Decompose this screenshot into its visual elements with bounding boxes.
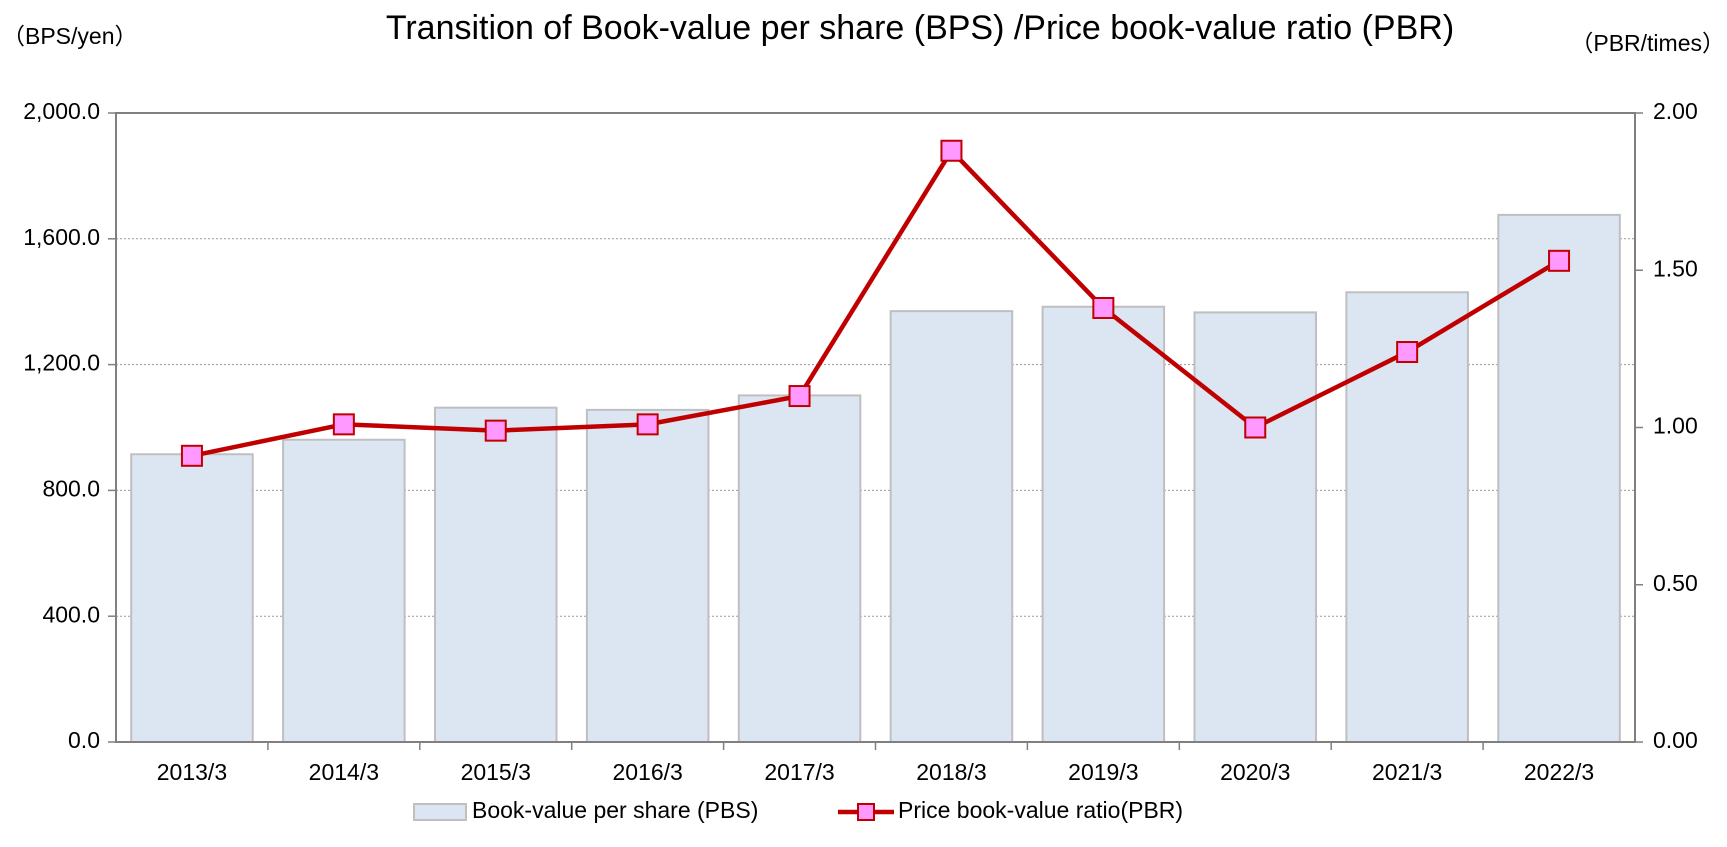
bar [1041,305,1166,743]
bar [433,406,558,743]
line-marker [1396,341,1419,364]
y2-tick-label: 2.00 [1653,98,1698,124]
legend-swatch [857,803,875,821]
y-tick-label: 400.0 [42,601,100,627]
y-tick-label: 2,000.0 [23,98,100,124]
y2-axis-label: （PBR/times） [1570,30,1725,56]
bar [1497,213,1621,743]
line-marker [484,419,507,442]
line-marker [180,444,203,467]
bar [282,438,406,743]
bar [130,453,254,743]
line-marker [788,385,811,408]
line [191,148,1561,459]
legend-swatch [413,803,467,821]
bar [737,394,862,743]
x-tick-label: 2020/3 [1220,759,1290,785]
x-tick-label: 2019/3 [1068,759,1138,785]
line-marker [636,413,659,436]
x-tick-label: 2013/3 [157,759,227,785]
y2-tick-label: 1.00 [1653,413,1698,439]
bar [1193,311,1318,743]
x-tick-label: 2017/3 [764,759,834,785]
y2-tick-label: 0.00 [1653,727,1698,753]
y-tick-label: 0.0 [68,727,100,753]
y-tick-label: 1,200.0 [23,350,100,376]
legend-label: Price book-value ratio(PBR) [898,797,1183,823]
line-marker [940,139,963,162]
x-tick-label: 2021/3 [1372,759,1442,785]
chart-title: Transition of Book-value per share (BPS)… [386,9,1454,47]
y-axis-label: （BPS/yen） [2,23,138,49]
x-tick-label: 2015/3 [461,759,531,785]
line-marker [1548,249,1571,272]
bar [585,408,710,743]
bar [889,310,1014,743]
x-tick-label: 2014/3 [309,759,379,785]
y2-tick-label: 1.50 [1653,255,1698,281]
x-tick-label: 2016/3 [612,759,682,785]
x-tick-label: 2022/3 [1524,759,1594,785]
line-marker [332,413,355,436]
x-tick-label: 2018/3 [916,759,986,785]
y2-tick-label: 0.50 [1653,570,1698,596]
line-marker [1092,296,1115,319]
plot-frame [115,112,1636,743]
y-tick-label: 800.0 [42,475,100,501]
y-tick-label: 1,600.0 [23,224,100,250]
legend-label: Book-value per share (PBS) [472,797,758,823]
line-marker [1244,416,1267,439]
